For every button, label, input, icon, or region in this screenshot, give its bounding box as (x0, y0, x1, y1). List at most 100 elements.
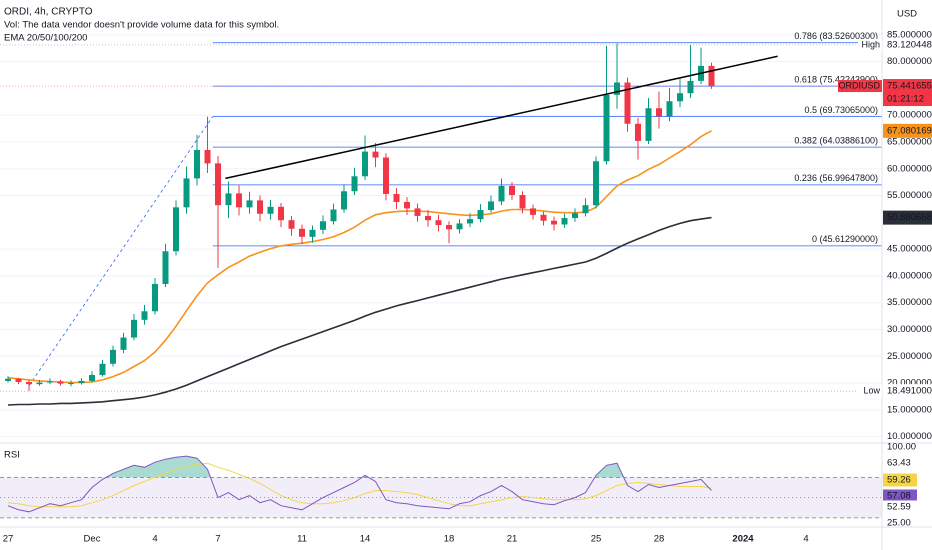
rsi-value: 59.26 (887, 475, 911, 486)
rsi-value-box (883, 473, 917, 487)
x-tick-label: 11 (297, 534, 307, 545)
candle-body (509, 185, 515, 196)
candle-body (330, 209, 337, 222)
candle-body (645, 108, 652, 141)
candle-body (593, 161, 599, 206)
price-pane: 0.786 (83.52600300) 0.618 (75.42243900) 0.… (0, 31, 882, 438)
candle-body (299, 228, 305, 237)
candle-body (603, 94, 610, 162)
candle-body (89, 375, 95, 381)
candle-body (152, 283, 158, 312)
candle-body (624, 82, 631, 124)
rsi-value: 52.59 (887, 502, 911, 513)
candle-body (677, 93, 683, 102)
rsi-ma-line (7, 462, 712, 508)
marker-value: 18.49100000 (887, 386, 932, 397)
candle-body (141, 311, 148, 320)
y-tick-label: 15.00000000 (887, 404, 932, 415)
ema-value: 50.88066858 (887, 212, 932, 223)
x-tick-label: 21 (507, 534, 518, 545)
candle-body (635, 123, 641, 141)
x-tick-label: 14 (360, 534, 371, 545)
candle-body (236, 193, 242, 208)
y-tick-label: 20.00000000 (887, 378, 932, 389)
marker-value-box (883, 79, 932, 107)
x-tick-label: 28 (654, 534, 665, 545)
rsi-value-box (883, 500, 917, 514)
ema-value: 67.08016946 (887, 125, 932, 136)
candle-body (446, 225, 452, 230)
candle-body (614, 82, 620, 95)
candle-body (488, 201, 494, 211)
candle-body (666, 101, 673, 117)
candle-body (99, 363, 106, 376)
x-tick-label: 7 (215, 534, 220, 545)
candle-body (351, 176, 358, 192)
marker-value: 75.44165580 (887, 81, 932, 92)
candle-body (687, 80, 694, 94)
ema-value-box (883, 123, 932, 138)
candle-body (57, 381, 64, 384)
y-tick-label: 45.00000000 (887, 244, 932, 255)
fib-label: 0.236 (56.99647800) (794, 173, 878, 183)
candle-body (183, 178, 190, 208)
symbol-title: ORDI, 4h, CRYPTO (4, 7, 93, 18)
candle-body (110, 349, 116, 364)
candle-body (456, 223, 463, 230)
candle-body (383, 157, 389, 194)
candle-body (561, 218, 568, 225)
candle-body (194, 150, 200, 179)
candle-body (173, 207, 179, 252)
candle-body (530, 208, 536, 215)
candle-body (467, 219, 473, 224)
candle-body (246, 200, 253, 208)
marker-name: High (861, 39, 880, 49)
candle-body (131, 319, 137, 338)
x-tick-label: 18 (444, 534, 455, 545)
candle-body (68, 383, 74, 385)
rsi-line (7, 455, 712, 513)
y-tick-label: 80.00000000 (887, 56, 932, 67)
fib-label: 0.5 (69.73065000) (804, 105, 878, 115)
rsi-tick-label: 25.00 (887, 517, 911, 528)
fib-label: 0.786 (83.52600300) (794, 31, 878, 41)
y-tick-label: 10.00000000 (887, 431, 932, 442)
legend: ORDI, 4h, CRYPTO Vol: The data vendor do… (4, 7, 279, 461)
candle-body (656, 108, 662, 117)
y-tick-label: 55.00000000 (887, 190, 932, 201)
candle-body (257, 200, 263, 214)
marker-name: ORDIUSD (838, 80, 880, 90)
currency: USD (897, 9, 917, 20)
candle-body (708, 65, 715, 87)
y-tick-label: 35.00000000 (887, 297, 932, 308)
candle-body (120, 337, 127, 350)
indicator-name: EMA 20/50/100/200 (4, 33, 87, 44)
candle-body (309, 229, 316, 237)
x-tick-label: 4 (152, 534, 157, 545)
candle-body (47, 381, 53, 383)
fib-label: 0 (45.61290000) (812, 234, 878, 244)
candle-body (278, 206, 284, 221)
candle-body (551, 220, 557, 225)
rsi-tick-label: 100.00 (887, 442, 916, 453)
ema-value-box (883, 210, 932, 225)
fib-anchor-line (28, 116, 214, 386)
trend-line (225, 55, 778, 180)
marker-value-box (883, 384, 932, 398)
y-tick-label: 25.00000000 (887, 351, 932, 362)
candle-body (267, 206, 274, 214)
y-tick-label: 40.00000000 (887, 270, 932, 281)
marker-value: 83.12044877 (887, 39, 932, 50)
candle-body (404, 201, 410, 209)
candle-body (540, 214, 547, 221)
candle-body (498, 185, 505, 202)
candle-body (393, 193, 400, 202)
candle-body (215, 163, 221, 206)
candle-body (435, 220, 442, 226)
y-tick-label: 60.00000000 (887, 163, 932, 174)
y-tick-label: 30.00000000 (887, 324, 932, 335)
